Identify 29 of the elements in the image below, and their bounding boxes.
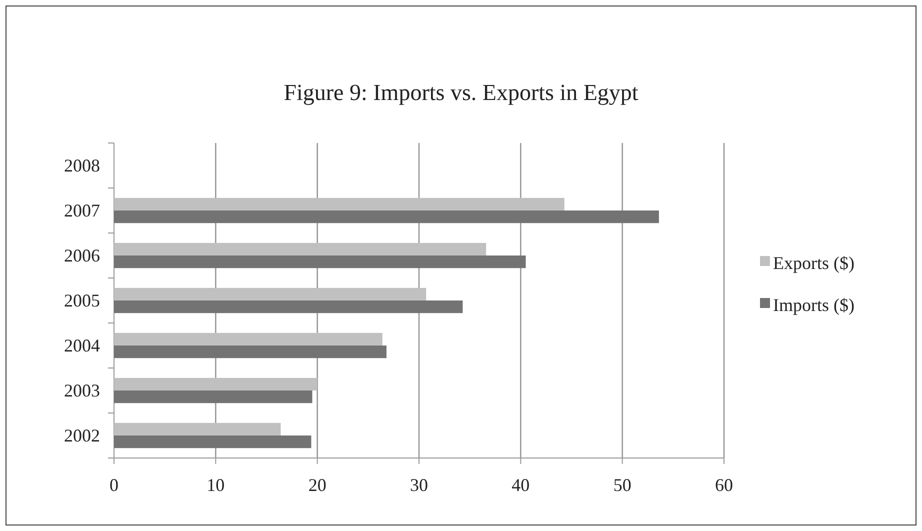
- x-tick-label: 10: [206, 474, 225, 495]
- x-tick-label: 50: [613, 474, 632, 495]
- x-tick-label: 0: [110, 474, 118, 495]
- bar: [114, 422, 281, 436]
- bar: [114, 198, 564, 210]
- y-tick-label: 2004: [64, 335, 100, 356]
- bar: [114, 210, 659, 224]
- legend-label: Exports ($): [773, 253, 854, 274]
- chart-title: Figure 9: Imports vs. Exports in Egypt: [284, 80, 639, 105]
- y-tick-label: 2005: [64, 290, 100, 310]
- bar: [114, 378, 318, 390]
- bar: [114, 436, 312, 448]
- y-tick-label: 2006: [64, 245, 100, 266]
- x-tick-label: 60: [715, 474, 733, 495]
- legend-label: Imports ($): [773, 295, 854, 316]
- bar: [114, 300, 463, 314]
- bar: [114, 288, 426, 300]
- y-tick-label: 2003: [64, 380, 100, 400]
- x-tick-label: 20: [308, 474, 326, 495]
- x-tick-label: 30: [410, 474, 428, 495]
- x-tick-label: 40: [512, 474, 530, 495]
- bar: [114, 256, 526, 268]
- bar: [114, 332, 382, 346]
- bar: [114, 390, 312, 404]
- bar: [114, 346, 386, 358]
- bar: [114, 242, 486, 256]
- y-tick-label: 2002: [64, 425, 100, 446]
- y-tick-label: 2008: [64, 155, 100, 176]
- y-tick-label: 2007: [64, 200, 100, 220]
